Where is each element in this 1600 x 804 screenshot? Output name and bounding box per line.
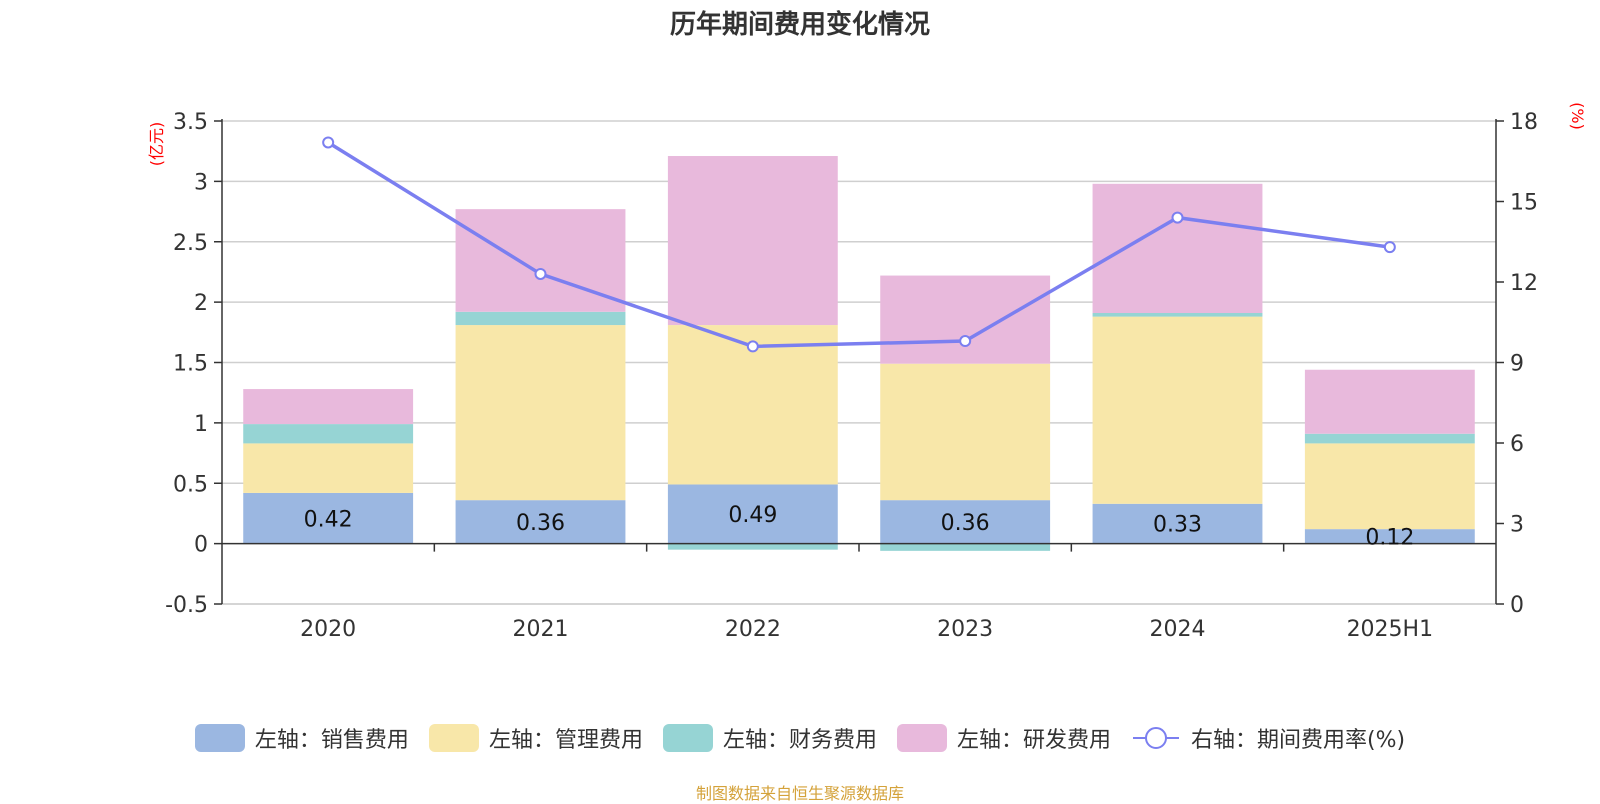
legend-item[interactable]: 左轴：销售费用 [194,722,409,754]
right-axis-tick-label: 6 [1510,432,1524,457]
x-axis-tick-label: 2025H1 [1347,617,1434,642]
right-axis-tick-label: 0 [1510,593,1524,618]
bar-data-label: 0.36 [516,511,565,536]
legend-swatch [194,724,245,752]
bar-segment [667,484,838,544]
bar-segment [1304,433,1475,444]
bar-segment [667,156,838,326]
legend-item[interactable]: 右轴：期间费用率(%) [1131,722,1405,754]
expense-rate-polyline [327,140,1391,349]
legend-swatch [428,724,479,752]
bar-segment [243,492,414,544]
legend-item[interactable]: 左轴：管理费用 [428,722,643,754]
bar-segment [455,325,626,501]
bar-stacks [243,156,1475,551]
line-point [534,267,547,280]
bar-data-label: 0.42 [304,507,353,532]
bar-data-label: 0.33 [1153,513,1202,538]
left-axis-tick-label: 0.5 [173,472,208,497]
line-point [1171,211,1184,224]
left-axis-unit: (亿元) [147,122,166,167]
legend-label: 左轴：财务费用 [722,728,877,753]
left-axis-tick-label: 0 [194,533,208,558]
bar-segment [1092,316,1263,504]
x-axis-tick-label: 2020 [300,617,356,642]
right-axis-tick-label: 15 [1510,191,1538,216]
chart-title: 历年期间费用变化情况 [669,10,930,40]
right-axis-unit: (%) [1568,102,1587,130]
line-point [959,335,972,348]
legend-swatch [662,724,713,752]
legend-label: 左轴：研发费用 [956,728,1111,753]
right-axis-tick-label: 12 [1510,271,1538,296]
x-axis-tick-label: 2024 [1150,617,1206,642]
bar-segment [880,363,1051,501]
right-axis-tick-label: 18 [1510,110,1538,135]
bar-data-label: 0.49 [728,503,777,528]
left-axis-tick-label: 3 [194,170,208,195]
legend-item[interactable]: 左轴：研发费用 [896,722,1111,754]
left-axis-tick-label: -0.5 [165,593,208,618]
legend-label: 左轴：销售费用 [254,728,409,753]
axes: -0.5 0 0.5 1 1.5 2 2.5 3 3.5 0 3 6 9 12 15 18 2020 2021 20… [165,110,1538,642]
bar-segment [667,543,838,550]
left-axis-tick-label: 1.5 [173,352,208,377]
legend: 左轴：销售费用 左轴：管理费用 左轴：财务费用 左轴：研发费用 右轴：期间费用率(%) [0,722,1600,754]
bar-segment [880,275,1051,364]
left-axis-tick-label: 3.5 [173,110,208,135]
bar-segment [1092,183,1263,313]
bar-segment [455,500,626,544]
chart-plot: -0.5 0 0.5 1 1.5 2 2.5 3 3.5 0 3 6 9 12 15 18 2020 2021 20… [147,102,1587,642]
bar-data-label: 0.12 [1365,525,1414,550]
legend-swatch [896,724,947,752]
bar-segment [243,424,414,444]
legend-label: 右轴：期间费用率(%) [1190,728,1406,753]
bar-segment [1092,503,1263,544]
right-axis-tick-label: 9 [1510,352,1524,377]
bar-data-label: 0.36 [941,511,990,536]
x-axis-tick-label: 2021 [513,617,569,642]
bar-segment [1304,369,1475,434]
bar-segment [243,389,414,425]
bar-segment [880,500,1051,544]
bar-segment [1304,443,1475,530]
line-point [746,340,759,353]
bar-segment [1304,529,1475,544]
left-axis-tick-label: 2 [194,291,208,316]
left-axis-tick-label: 2.5 [173,231,208,256]
legend-line-swatch [1132,727,1179,749]
x-axis-tick-label: 2023 [937,617,993,642]
x-axis-tick-label: 2022 [725,617,781,642]
legend-item[interactable]: 左轴：财务费用 [662,722,877,754]
bar-segment [1092,312,1263,317]
source-note: 制图数据来自恒生聚源数据库 [695,784,904,803]
bar-segment [455,311,626,326]
bar-segment [243,443,414,493]
right-axis-tick-label: 3 [1510,513,1524,538]
bar-segment [880,543,1051,551]
line-point [1383,241,1396,254]
legend-label: 左轴：管理费用 [488,728,643,753]
grid-lines [222,120,1496,605]
left-axis-tick-label: 1 [194,412,208,437]
data-labels: 0.42 0.36 0.49 0.36 0.33 0.12 [304,503,1415,550]
bar-segment [455,209,626,312]
expense-rate-line [322,136,1396,353]
legend-marker [1144,727,1167,749]
line-point [322,136,335,149]
